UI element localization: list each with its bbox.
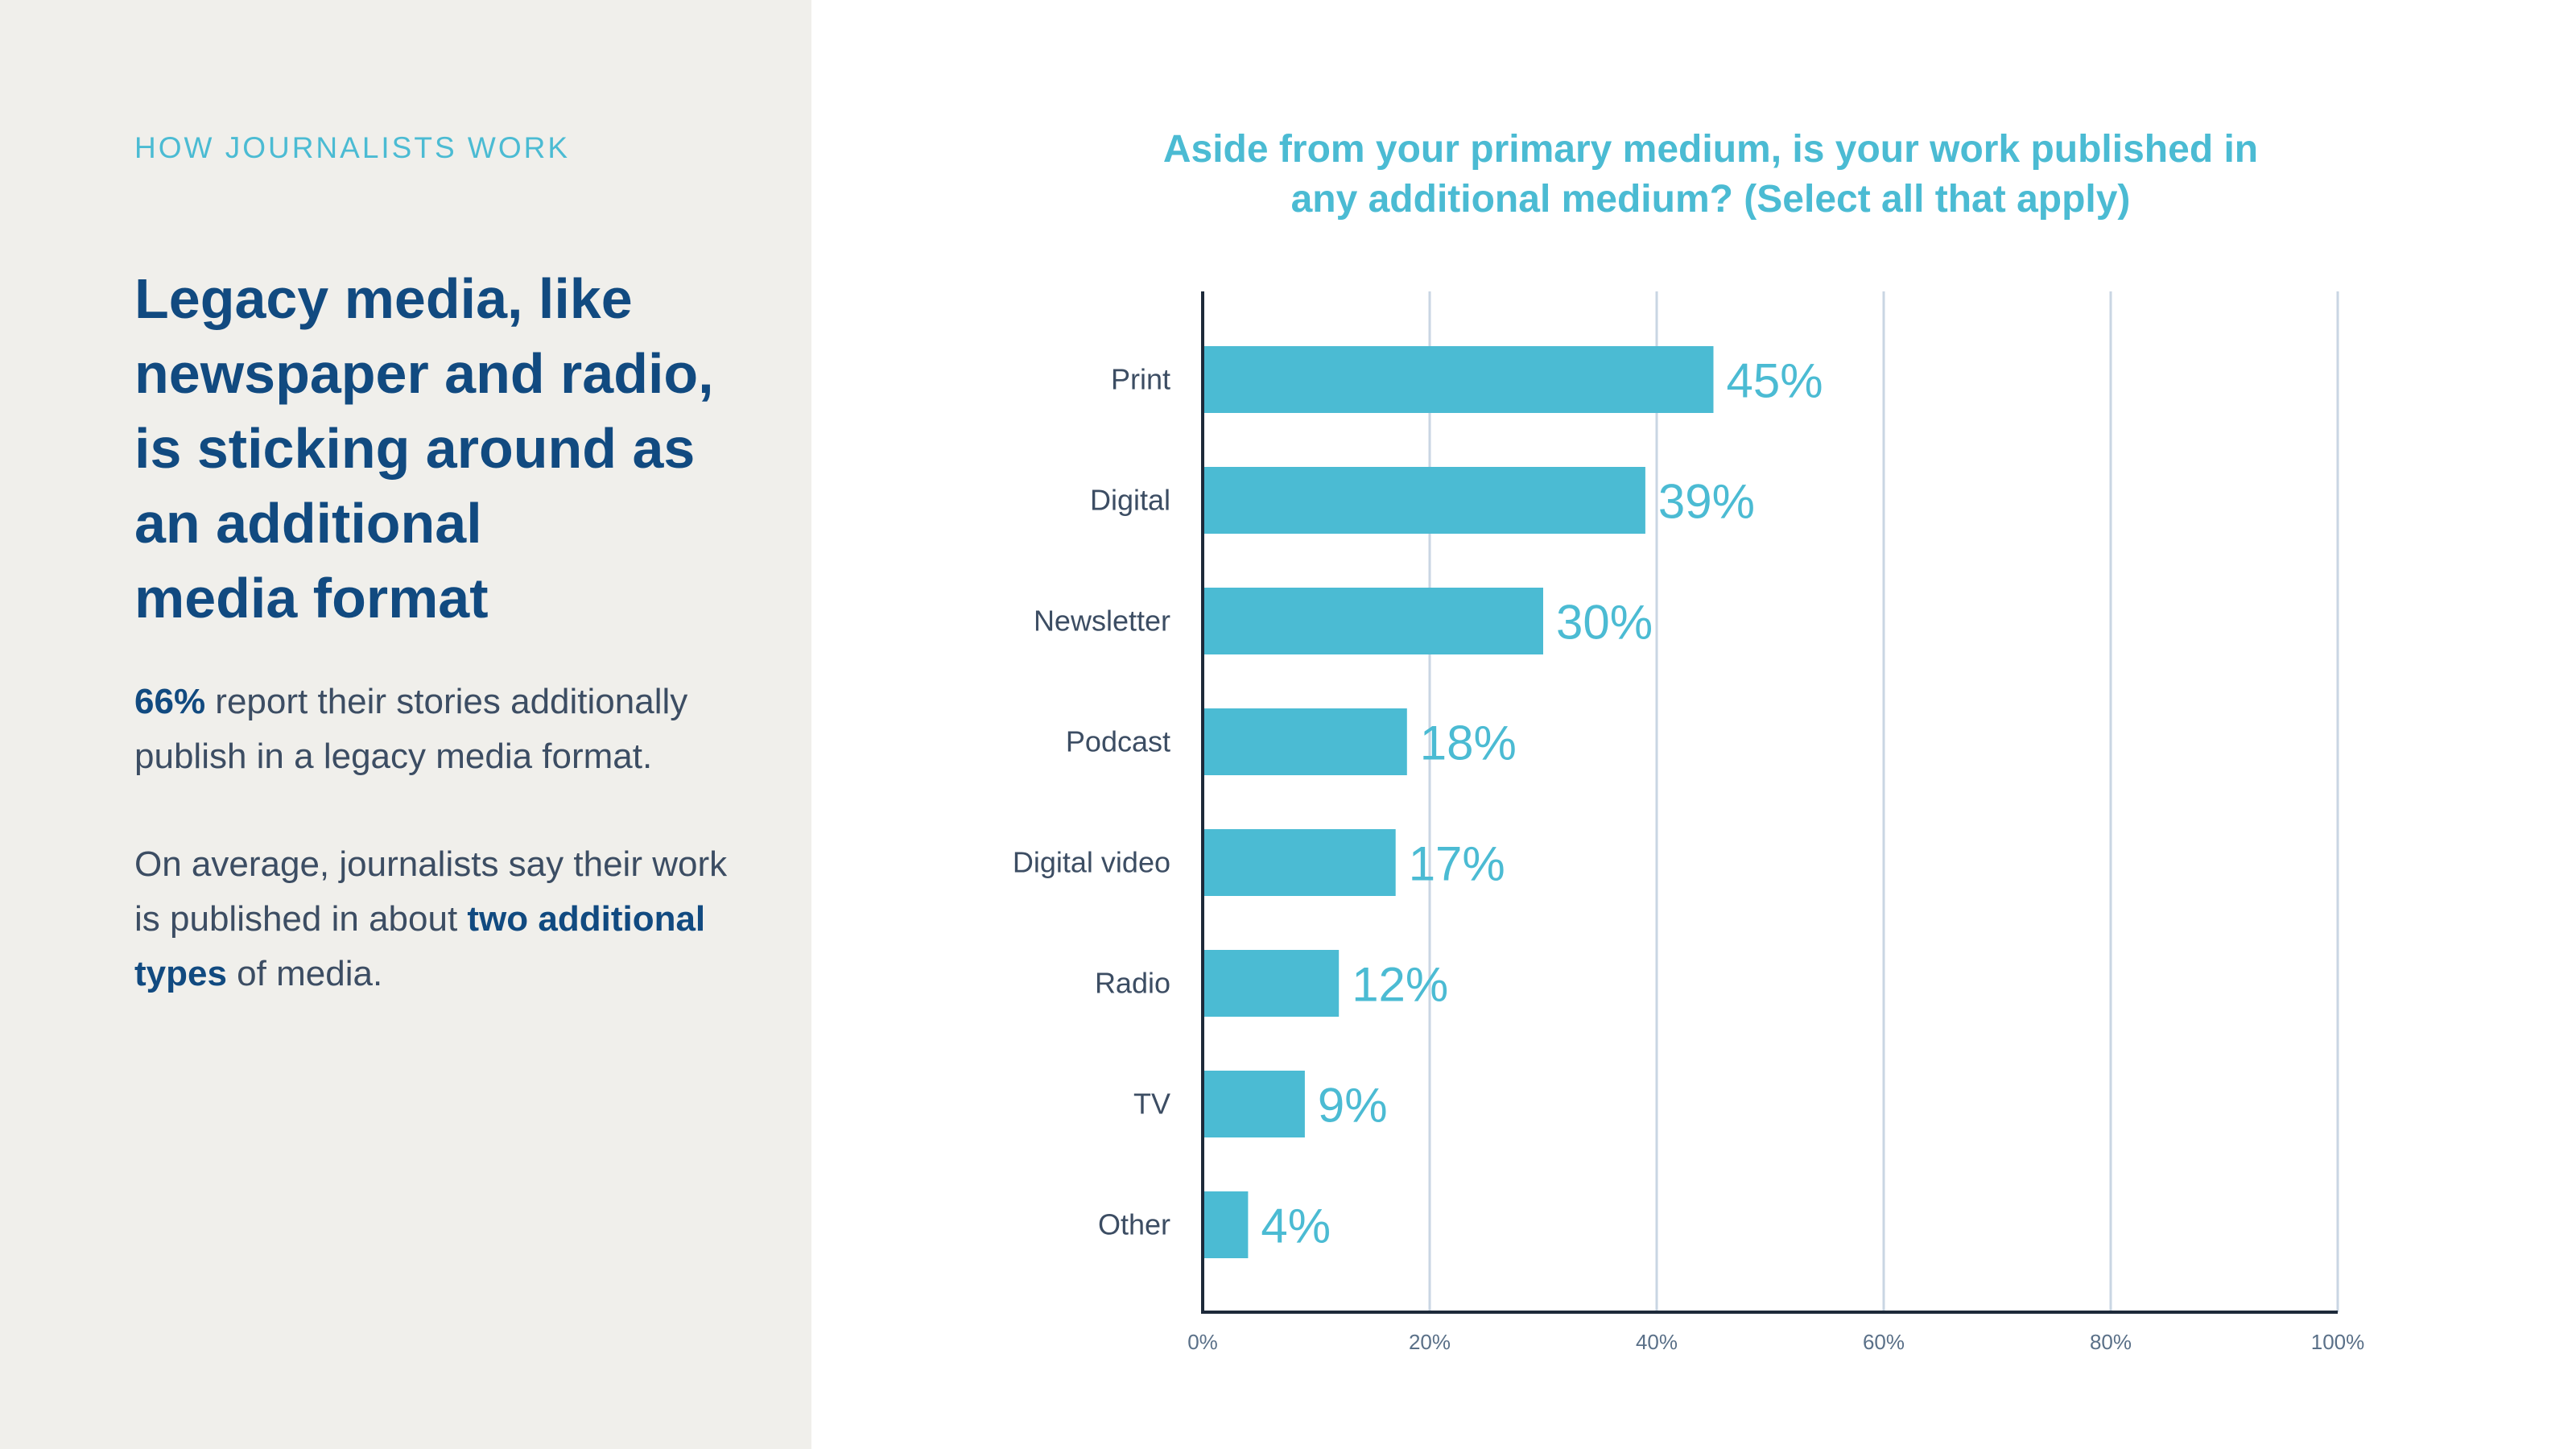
value-label: 45% <box>1727 354 1823 408</box>
value-label: 30% <box>1556 596 1653 650</box>
headline-line: newspaper and radio, <box>134 342 714 405</box>
x-tick-label: 0% <box>1187 1330 1218 1354</box>
chart-title-line: Aside from your primary medium, is your … <box>1162 128 2259 171</box>
average-paragraph: On average, journalists say their work i… <box>134 837 762 1001</box>
headline-line: is sticking around as <box>134 417 696 480</box>
left-panel: HOW JOURNALISTS WORK Legacy media, like … <box>0 0 811 1449</box>
value-label: 39% <box>1658 475 1755 529</box>
value-label: 9% <box>1318 1079 1388 1133</box>
chart-title: Aside from your primary medium, is your … <box>1046 125 2375 225</box>
category-label: Digital video <box>1013 846 1170 879</box>
bar-digital-video <box>1203 829 1396 896</box>
value-label: 12% <box>1352 958 1448 1012</box>
bar-other <box>1203 1191 1249 1258</box>
value-label: 4% <box>1261 1199 1331 1253</box>
value-label: 18% <box>1420 716 1517 770</box>
x-tick-label: 80% <box>2090 1330 2132 1354</box>
average-highlight: two additional <box>467 899 706 939</box>
category-label: Podcast <box>1066 725 1170 758</box>
x-tick-label: 20% <box>1409 1330 1451 1354</box>
bar-digital <box>1203 467 1645 534</box>
x-tick-label: 40% <box>1636 1330 1678 1354</box>
category-label: Print <box>1111 363 1170 396</box>
x-tick-label: 100% <box>2311 1330 2365 1354</box>
stat-paragraph: 66% report their stories additionally pu… <box>134 675 762 784</box>
chart-title-line: any additional medium? (Select all that … <box>1290 178 2131 221</box>
headline: Legacy media, like newspaper and radio, … <box>134 262 778 636</box>
stat-text: publish in a legacy media format. <box>134 737 653 776</box>
average-highlight: types <box>134 954 227 993</box>
bar-radio <box>1203 950 1340 1017</box>
average-text: of media. <box>226 954 383 993</box>
category-label: Radio <box>1095 967 1170 1000</box>
section-eyebrow: HOW JOURNALISTS WORK <box>134 131 571 164</box>
x-tick-label: 60% <box>1863 1330 1905 1354</box>
average-text: is published in about <box>134 899 468 939</box>
headline-line: Legacy media, like <box>134 267 633 330</box>
value-label: 17% <box>1409 837 1505 891</box>
headline-line: media format <box>134 567 489 630</box>
average-text: On average, journalists say their work <box>134 844 728 884</box>
category-label: Newsletter <box>1034 605 1170 638</box>
category-label: TV <box>1133 1088 1170 1121</box>
category-label: Digital <box>1090 484 1170 517</box>
bar-podcast <box>1203 708 1407 775</box>
bar-tv <box>1203 1071 1305 1137</box>
bar-newsletter <box>1203 588 1543 654</box>
bar-print <box>1203 346 1714 413</box>
stat-text: report their stories additionally <box>205 682 688 721</box>
category-label: Other <box>1098 1208 1170 1241</box>
stat-highlight: 66% <box>134 682 206 721</box>
headline-line: an additional <box>134 492 482 555</box>
